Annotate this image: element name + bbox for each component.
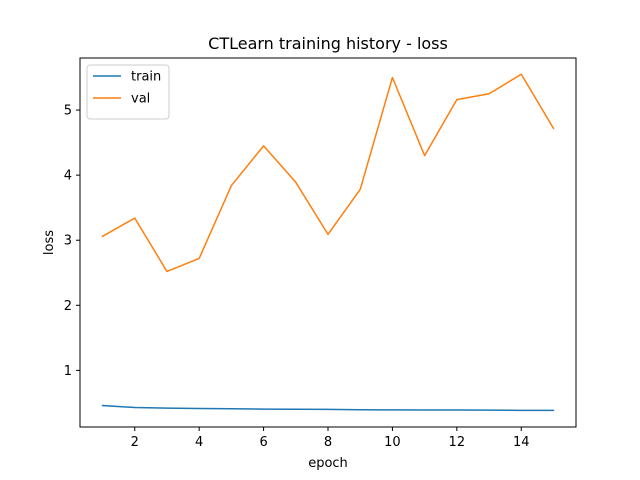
- plot-area: [101, 73, 555, 412]
- y-axis-label: loss: [42, 230, 57, 255]
- x-tick-label: 10: [384, 435, 401, 450]
- x-tick-label: 4: [195, 435, 203, 450]
- chart-title: CTLearn training history - loss: [208, 34, 448, 53]
- y-tick-label: 3: [64, 234, 72, 249]
- y-tick-label: 1: [64, 364, 72, 379]
- x-tick-label: 12: [449, 435, 466, 450]
- x-tick-label: 2: [131, 435, 139, 450]
- x-axis-label: epoch: [308, 456, 348, 471]
- legend-label-val: val: [131, 92, 150, 107]
- x-tick-label: 14: [513, 435, 530, 450]
- x-tick-label: 6: [259, 435, 267, 450]
- y-tick-label: 5: [64, 104, 72, 119]
- legend-box: [86, 64, 170, 120]
- x-tick-label: 8: [324, 435, 332, 450]
- legend: train val: [86, 64, 170, 120]
- y-tick-label: 2: [64, 299, 72, 314]
- legend-label-train: train: [131, 70, 161, 85]
- y-tick-label: 4: [64, 169, 72, 184]
